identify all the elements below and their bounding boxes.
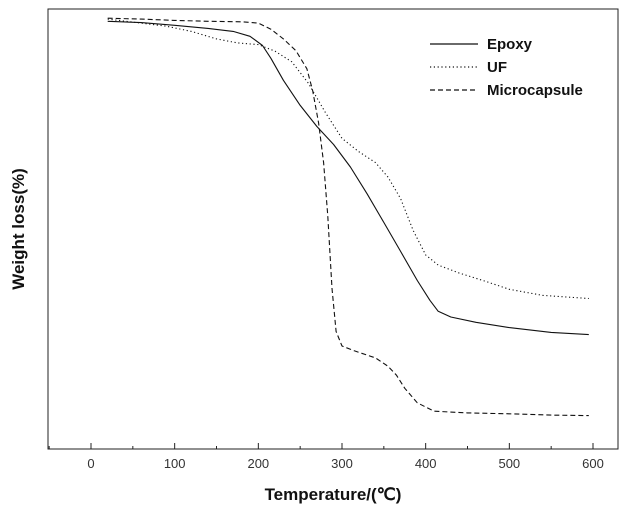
y-axis-title: Weight loss(%) [9, 168, 28, 290]
x-tick-label: 300 [331, 456, 353, 471]
x-axis-title: Temperature/(℃) [265, 485, 402, 504]
x-tick-label: 0 [87, 456, 94, 471]
legend-label-uf: UF [487, 59, 507, 76]
legend-label-microcapsule: Microcapsule [487, 82, 583, 99]
series-line-epoxy [107, 20, 589, 336]
x-tick-label: 600 [582, 456, 604, 471]
legend-label-epoxy: Epoxy [487, 36, 533, 53]
x-tick-label: 400 [415, 456, 437, 471]
plot-frame [47, 8, 619, 450]
legend: Epoxy UF Microcapsule [430, 36, 583, 99]
x-axis-ticks: 0 100 200 300 400 500 600 [48, 443, 604, 471]
series-layer [107, 17, 589, 417]
x-tick-label: 500 [498, 456, 520, 471]
x-tick-label: 100 [164, 456, 186, 471]
x-tick-label: 200 [247, 456, 269, 471]
series-line-uf [107, 18, 589, 300]
series-line-microcapsule [107, 17, 589, 417]
